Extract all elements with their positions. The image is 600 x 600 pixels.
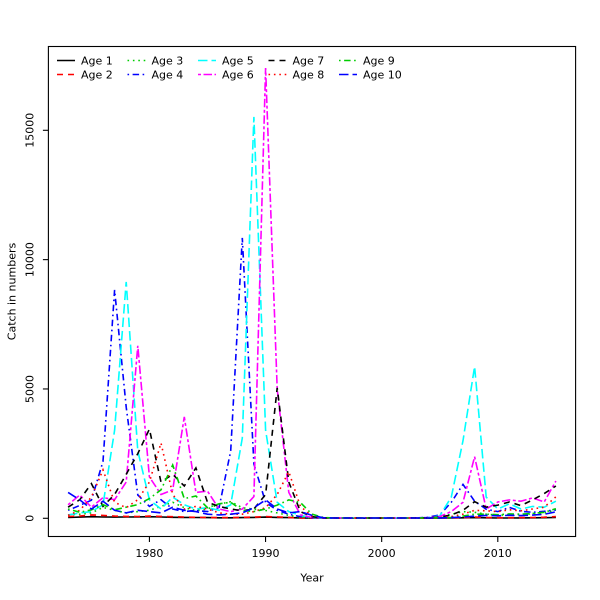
- series-line-age-9: [67, 462, 557, 519]
- legend-label: Age 10: [363, 69, 402, 82]
- legend-entry-age-1: Age 1: [57, 55, 113, 68]
- series-line-age-5: [67, 116, 557, 519]
- x-tick-label: 2010: [484, 547, 512, 560]
- y-tick-label: 0: [24, 515, 37, 522]
- legend-label: Age 1: [81, 55, 113, 68]
- legend-entry-age-2: Age 2: [57, 69, 113, 82]
- legend-label: Age 8: [293, 69, 325, 82]
- y-axis-title: Catch in numbers: [6, 243, 19, 341]
- x-tick-label: 2000: [368, 547, 396, 560]
- y-tick-label: 15000: [24, 113, 37, 148]
- x-tick-label: 1980: [135, 547, 163, 560]
- legend-label: Age 9: [363, 55, 395, 68]
- legend-label: Age 2: [81, 69, 113, 82]
- y-tick-label: 5000: [24, 375, 37, 403]
- plot-border: [47, 45, 577, 538]
- legend-entry-age-10: Age 10: [339, 69, 402, 82]
- legend-entry-age-4: Age 4: [127, 69, 184, 82]
- legend-entry-age-3: Age 3: [127, 55, 184, 68]
- legend-entry-age-5: Age 5: [198, 55, 254, 68]
- y-tick-label: 10000: [24, 242, 37, 277]
- series-line-age-10: [67, 491, 557, 519]
- legend-entry-age-6: Age 6: [198, 69, 254, 82]
- x-axis-title: Year: [299, 572, 324, 585]
- legend-label: Age 6: [222, 69, 254, 82]
- legend-entry-age-9: Age 9: [339, 55, 395, 68]
- legend-entry-age-8: Age 8: [268, 69, 325, 82]
- legend-entry-age-7: Age 7: [268, 55, 325, 68]
- legend-label: Age 4: [152, 69, 184, 82]
- legend-label: Age 7: [293, 55, 325, 68]
- legend-label: Age 3: [152, 55, 184, 68]
- legend-label: Age 5: [222, 55, 254, 68]
- x-tick-label: 1990: [252, 547, 280, 560]
